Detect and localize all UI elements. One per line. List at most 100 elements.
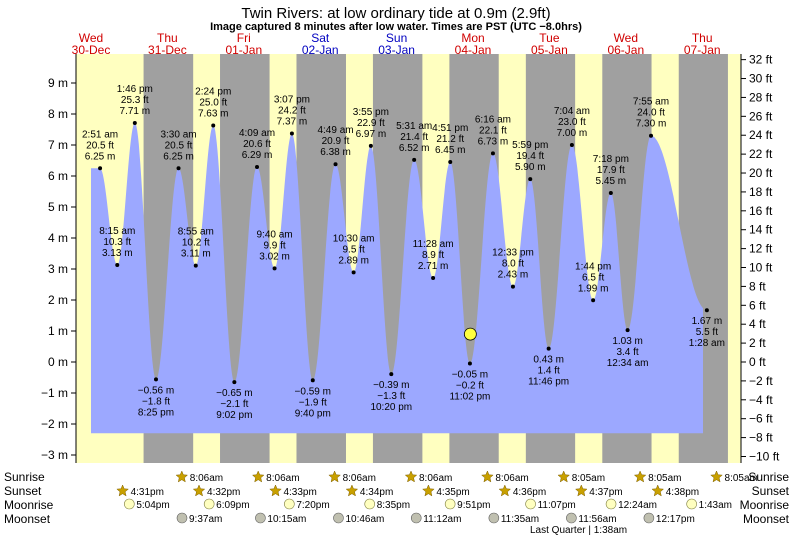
legend-row-label-right: Moonset [743, 512, 790, 526]
moonset-time: 10:46am [345, 514, 384, 525]
tide-extreme-point [467, 361, 472, 366]
tide-extreme-label: 3:07 pm [274, 95, 310, 106]
tide-extreme-point [351, 270, 356, 275]
tide-extreme-label: −1.9 ft [299, 397, 327, 408]
tide-extreme-label: 11:28 am [413, 239, 454, 250]
tide-extreme-point [431, 275, 436, 280]
right-tick-label: 18 ft [749, 185, 773, 199]
tide-extreme-point [490, 151, 495, 156]
day-of-week-label: Wed [79, 31, 103, 45]
right-tick-label: 0 ft [749, 355, 766, 369]
moonrise-icon [444, 498, 456, 510]
sunset-icon [269, 484, 282, 497]
tide-extreme-point [608, 191, 613, 196]
left-tick-label: 1 m [48, 324, 68, 338]
tide-extreme-label: 9:02 pm [216, 410, 252, 421]
left-tick-label: 8 m [48, 107, 68, 121]
sunrise-icon [251, 470, 265, 483]
right-tick-label: 10 ft [749, 261, 773, 275]
legend-row-label-right: Moonrise [740, 498, 790, 512]
right-tick-label: −10 ft [749, 449, 780, 463]
tide-extreme-label: 5.90 m [515, 162, 546, 173]
moonrise-icon [686, 498, 697, 510]
tide-extreme-label: 2.71 m [418, 261, 449, 272]
tide-extreme-point [649, 133, 654, 138]
left-tick-label: 5 m [48, 200, 68, 214]
tide-extreme-label: 22.1 ft [479, 125, 507, 136]
tide-extreme-point [289, 131, 294, 136]
current-tide-marker [463, 327, 477, 341]
tide-extreme-label: 10:30 am [333, 233, 375, 244]
tide-extreme-label: 8:15 am [99, 226, 135, 237]
legend-row-label-right: Sunrise [748, 470, 789, 484]
tide-extreme-point [193, 263, 198, 268]
sunrise-time: 8:06am [190, 473, 223, 484]
tide-extreme-point [310, 378, 315, 383]
legend-row-label-left: Sunrise [4, 470, 45, 484]
tide-extreme-label: 2:24 pm [195, 86, 231, 97]
tide-extreme-label: 20.9 ft [322, 136, 350, 147]
tide-extreme-label: 23.0 ft [558, 117, 586, 128]
tide-extreme-label: 24.0 ft [637, 108, 665, 119]
sunrise-time: 8:05am [725, 473, 758, 484]
tide-extreme-point [232, 380, 237, 385]
tide-extreme-label: 7.30 m [636, 119, 667, 130]
tide-extreme-point [333, 162, 338, 167]
tide-extreme-label: 1:46 pm [117, 84, 153, 95]
moonrise-icon [124, 498, 135, 510]
right-tick-label: 32 ft [749, 53, 773, 67]
tide-extreme-point [412, 157, 417, 162]
tide-extreme-label: 17.9 ft [597, 165, 625, 176]
legend-row-label-left: Moonrise [4, 498, 54, 512]
tide-extreme-point [176, 166, 181, 171]
tide-extreme-label: 3.11 m [181, 249, 211, 260]
tide-extreme-label: 12:33 pm [492, 248, 534, 259]
right-tick-label: 26 ft [749, 109, 773, 123]
tide-extreme-point [115, 262, 120, 267]
tide-extreme-label: 21.4 ft [400, 132, 428, 143]
moonrise-time: 5:04pm [136, 500, 169, 511]
tide-extreme-label: 9.9 ft [263, 240, 285, 251]
tide-extreme-label: 7.37 m [277, 117, 308, 128]
right-tick-label: 30 ft [749, 72, 773, 86]
tide-extreme-label: 5.45 m [596, 176, 627, 187]
date-label: 30-Dec [72, 43, 111, 57]
moonset-icon [333, 512, 344, 524]
moonrise-icon [203, 498, 215, 510]
right-tick-label: −4 ft [749, 393, 773, 407]
moonset-time: 11:12am [423, 514, 461, 525]
sunset-time: 4:34pm [360, 487, 393, 498]
day-header: Wed30-DecThu31-DecFri01-JanSat02-JanSun0… [72, 31, 721, 57]
left-tick-label: 7 m [48, 138, 68, 152]
legend-row-label-left: Moonset [4, 512, 51, 526]
tide-extreme-label: 1.67 m [692, 316, 723, 327]
sunset-time: 4:32pm [207, 487, 240, 498]
sunset-icon [498, 484, 512, 497]
sunset-icon [345, 484, 359, 497]
day-of-week-label: Sat [311, 31, 330, 45]
right-tick-label: 20 ft [749, 166, 773, 180]
moonset-time: 9:37am [189, 514, 222, 525]
moonrise-icon [364, 498, 376, 510]
right-tick-label: 8 ft [749, 279, 766, 293]
moonset-icon [488, 512, 500, 524]
sunset-icon [574, 484, 588, 497]
tide-extreme-label: 2:51 am [82, 129, 118, 140]
right-tick-label: 6 ft [749, 298, 766, 312]
tide-extreme-label: 6.5 ft [582, 272, 604, 283]
day-of-week-label: Fri [237, 31, 251, 45]
tide-extreme-label: −0.56 m [138, 385, 174, 396]
tide-extreme-label: 20.5 ft [165, 140, 193, 151]
tide-extreme-point [569, 143, 574, 147]
right-tick-label: −8 ft [749, 431, 773, 445]
day-of-week-label: Mon [461, 31, 484, 45]
moonset-time: 10:15am [267, 514, 306, 525]
tide-extreme-point [546, 346, 551, 351]
tide-extreme-label: 3:30 am [160, 129, 196, 140]
sunrise-icon [633, 470, 647, 483]
tide-extreme-point [211, 123, 216, 128]
day-of-week-label: Tue [539, 31, 560, 45]
tide-extreme-point [272, 266, 277, 271]
left-tick-label: 4 m [48, 231, 68, 245]
left-tick-label: 6 m [48, 169, 68, 183]
